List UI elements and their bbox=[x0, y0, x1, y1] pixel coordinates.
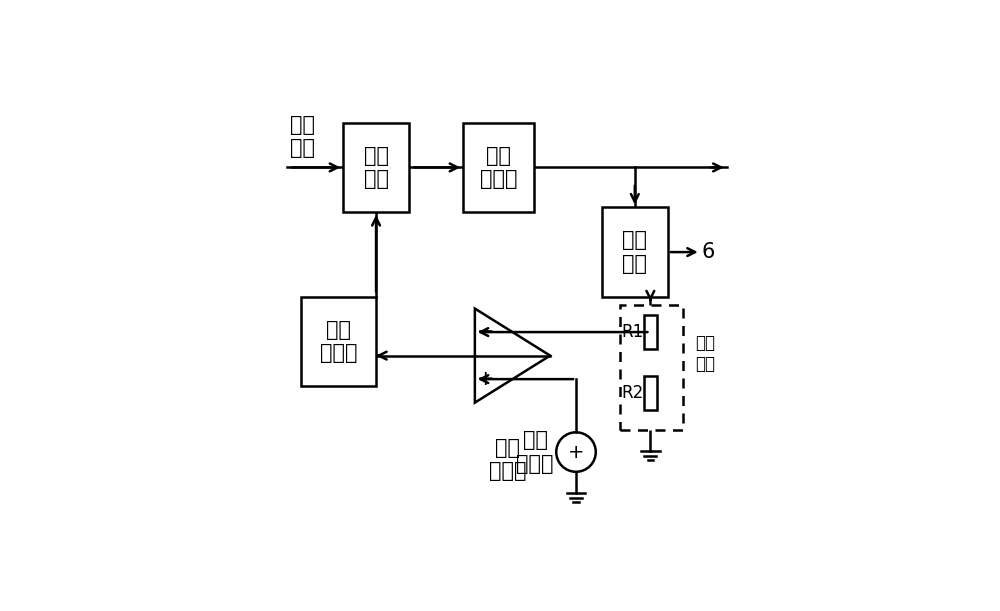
Text: 比例
电路: 比例 电路 bbox=[695, 334, 715, 373]
Text: R1: R1 bbox=[621, 323, 644, 341]
Bar bbox=[620, 305, 683, 430]
Text: 脉宽
调职器: 脉宽 调职器 bbox=[320, 320, 357, 363]
Text: 电源
输入: 电源 输入 bbox=[290, 115, 315, 158]
Text: +: + bbox=[476, 369, 494, 389]
Text: 6: 6 bbox=[701, 242, 714, 262]
Text: 低通
滤波器: 低通 滤波器 bbox=[480, 146, 517, 189]
Bar bbox=[343, 123, 409, 212]
Text: 内部
参考源: 内部 参考源 bbox=[516, 430, 554, 474]
Text: 反馈
电路: 反馈 电路 bbox=[622, 230, 647, 274]
Text: −: − bbox=[476, 322, 494, 342]
Bar bbox=[644, 315, 657, 349]
Bar bbox=[602, 207, 668, 297]
Bar bbox=[301, 297, 376, 386]
Text: 误差
放大器: 误差 放大器 bbox=[489, 438, 527, 481]
Bar bbox=[463, 123, 534, 212]
Text: 开关
电路: 开关 电路 bbox=[364, 146, 389, 189]
Bar bbox=[644, 376, 657, 410]
Text: R2: R2 bbox=[621, 384, 644, 402]
Text: +: + bbox=[568, 442, 584, 461]
